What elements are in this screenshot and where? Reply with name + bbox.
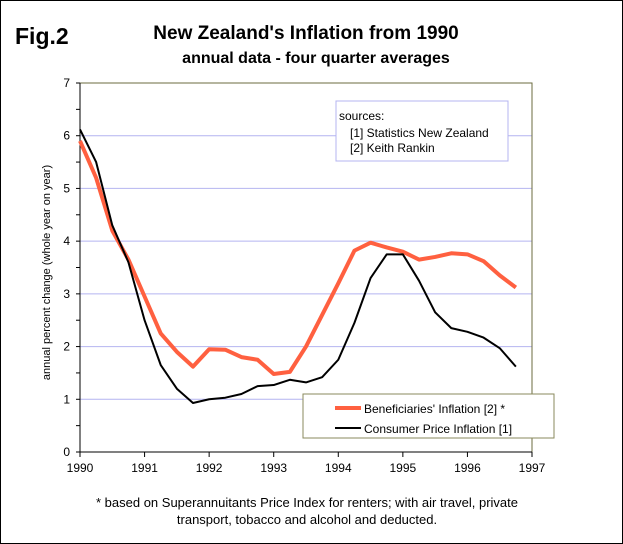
x-tick-label: 1995: [390, 461, 417, 475]
footnote-line-1: * based on Superannuitants Price Index f…: [96, 495, 518, 510]
x-tick-label: 1991: [131, 461, 158, 475]
y-tick-label: 2: [63, 340, 70, 354]
y-axis-label: annual percent change (whole year on yea…: [41, 165, 53, 380]
x-tick-label: 1990: [67, 461, 94, 475]
footnote-line-2: transport, tobacco and alcohol and deduc…: [176, 512, 438, 527]
legend-label: Consumer Price Inflation [1]: [364, 422, 512, 436]
series-line-cpi: [79, 128, 517, 404]
sources-box: [335, 100, 509, 162]
y-tick-label: 6: [63, 129, 70, 143]
legend-box: [302, 393, 555, 439]
source-item: [1] Statistics New Zealand: [350, 126, 489, 140]
y-tick-label: 1: [63, 392, 70, 406]
figure-label: Fig.2: [15, 23, 69, 49]
chart-subtitle: annual data - four quarter averages: [182, 50, 450, 67]
sources-heading: sources:: [339, 109, 384, 123]
x-tick-label: 1997: [519, 461, 546, 475]
x-tick-label: 1994: [325, 461, 352, 475]
y-tick-label: 0: [63, 445, 70, 459]
series-line-beneficiaries: [78, 140, 518, 376]
y-tick-label: 5: [63, 181, 70, 195]
legend-label: Beneficiaries' Inflation [2] *: [364, 402, 505, 416]
y-tick-label: 4: [63, 234, 70, 248]
x-tick-label: 1996: [454, 461, 481, 475]
chart-title: New Zealand's Inflation from 1990: [153, 23, 459, 44]
source-item: [2] Keith Rankin: [350, 141, 435, 155]
y-tick-label: 3: [63, 287, 70, 301]
plot-border: [80, 82, 533, 452]
x-tick-label: 1992: [196, 461, 223, 475]
y-tick-label: 7: [63, 76, 70, 90]
x-tick-label: 1993: [260, 461, 287, 475]
